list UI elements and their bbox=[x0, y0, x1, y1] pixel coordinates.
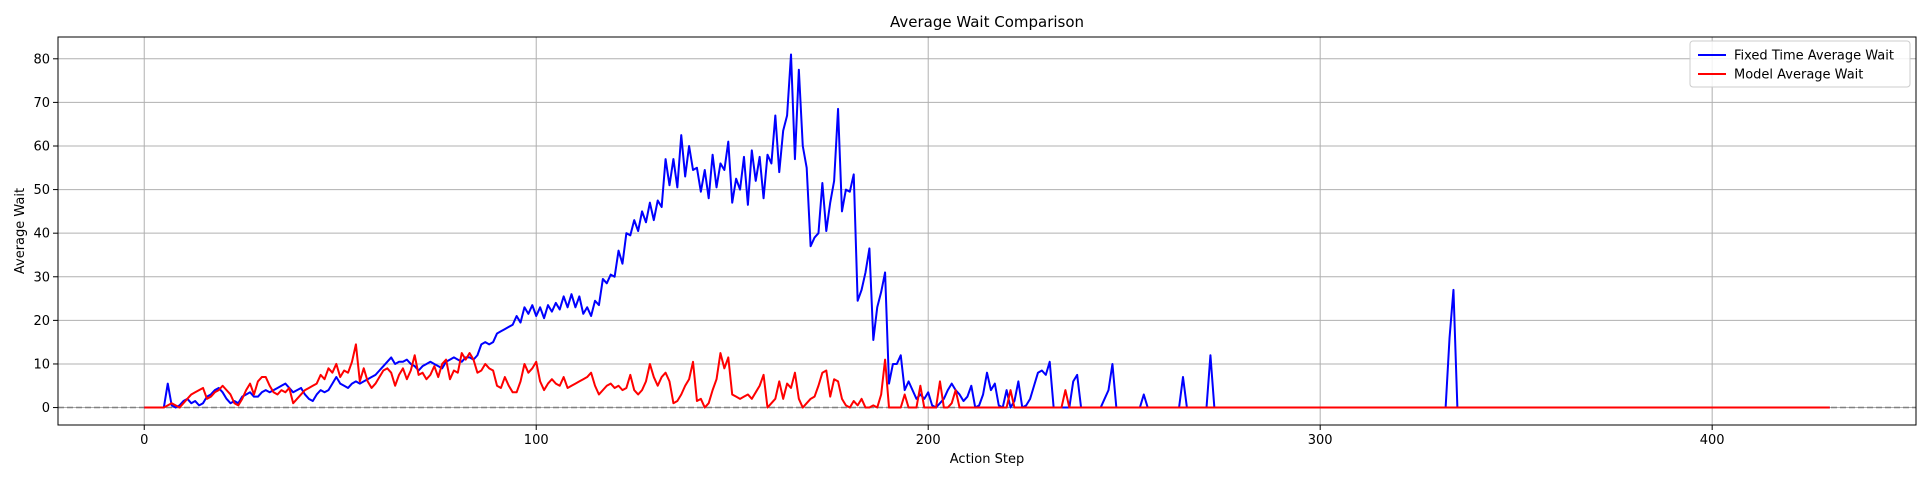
series-layer bbox=[144, 53, 1830, 409]
y-tick-label: 10 bbox=[33, 357, 50, 372]
y-tick-label: 80 bbox=[33, 52, 50, 67]
legend-box bbox=[1689, 40, 1911, 88]
y-tick-label: 0 bbox=[42, 401, 50, 416]
y-tick-label: 40 bbox=[33, 227, 50, 242]
legend: Fixed Time Average Wait Model Average Wai… bbox=[1689, 40, 1911, 88]
chart-title: Average Wait Comparison bbox=[890, 13, 1084, 31]
x-tick-label: 100 bbox=[524, 433, 549, 448]
x-tick-label: 0 bbox=[140, 433, 148, 448]
y-tick-label: 20 bbox=[33, 314, 50, 329]
y-tick-label: 60 bbox=[33, 139, 50, 154]
grid-lines bbox=[58, 37, 1916, 425]
x-axis-label: Action Step bbox=[950, 452, 1024, 467]
legend-label: Fixed Time Average Wait bbox=[1734, 49, 1894, 64]
axis-ticks: 0 100 200 300 400 0 10 20 30 40 50 60 70 80 bbox=[33, 52, 1724, 448]
y-axis-label: Average Wait bbox=[13, 188, 28, 274]
legend-label: Model Average Wait bbox=[1734, 68, 1863, 83]
plot-frame bbox=[57, 36, 1917, 426]
x-tick-label: 200 bbox=[916, 433, 941, 448]
series-line bbox=[144, 343, 1830, 409]
y-tick-label: 50 bbox=[33, 183, 50, 198]
x-tick-label: 400 bbox=[1700, 433, 1725, 448]
y-tick-label: 70 bbox=[33, 96, 50, 111]
x-tick-label: 300 bbox=[1308, 433, 1333, 448]
y-tick-label: 30 bbox=[33, 270, 50, 285]
